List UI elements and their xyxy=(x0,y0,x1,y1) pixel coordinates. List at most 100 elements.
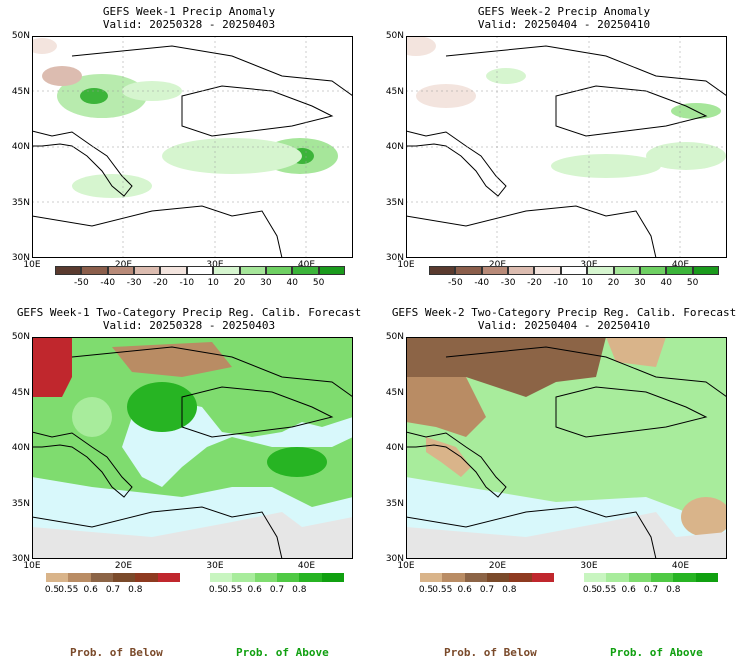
colorbar-swatch xyxy=(46,573,69,582)
colorbar-swatch xyxy=(210,573,233,582)
colorbar-swatch xyxy=(160,266,187,275)
colorbar-label: 0.8 xyxy=(128,585,143,595)
lat-label: 40N xyxy=(385,142,404,152)
lat-label: 50N xyxy=(385,31,404,41)
colorbar-label: 50 xyxy=(312,278,325,288)
panel1-valid: Valid: 20250328 - 20250403 xyxy=(102,18,276,31)
colorbar-label: -50 xyxy=(448,278,463,288)
above-colorbar-week1: 0.5 0.55 0.6 0.7 0.8 xyxy=(209,573,344,597)
map-week1-probability xyxy=(32,337,353,559)
colorbar-label: 0.55 xyxy=(432,585,453,595)
colorbar-label: 0.5 xyxy=(418,585,434,595)
colorbar-label: 0.7 xyxy=(479,585,495,595)
colorbar-swatch xyxy=(420,573,443,582)
colorbar-swatch xyxy=(213,266,240,275)
lat-label: 30N xyxy=(385,253,404,263)
lat-label: 50N xyxy=(11,332,30,342)
map-week2-anomaly xyxy=(406,36,727,258)
colorbar-label: 0.7 xyxy=(269,585,285,595)
panel2-title: GEFS Week-2 Precip Anomaly xyxy=(477,5,651,18)
map-week2-probability-svg xyxy=(406,337,727,559)
colorbar-swatch xyxy=(606,573,629,582)
colorbar-label: -30 xyxy=(126,278,142,288)
colorbar-swatch xyxy=(464,573,487,582)
footer-above-label-week2: Prob. of Above xyxy=(610,646,703,659)
colorbar-label: 0.7 xyxy=(105,585,121,595)
lon-label: 40E xyxy=(297,260,316,270)
colorbar-swatch xyxy=(481,266,509,275)
colorbar-swatch xyxy=(239,266,266,275)
colorbar-label: 0.6 xyxy=(83,585,98,595)
lat-label: 35N xyxy=(385,498,404,509)
colorbar-label: 40 xyxy=(660,278,672,288)
lon-label: 40E xyxy=(671,561,690,571)
lon-label: 40E xyxy=(671,260,690,270)
colorbar-swatch xyxy=(508,266,535,275)
colorbar-label: 0.5 xyxy=(582,585,598,595)
panel4-valid: Valid: 20250404 - 20250410 xyxy=(477,319,651,332)
colorbar-label: 10 xyxy=(581,278,593,288)
colorbar-label: 0.55 xyxy=(222,585,243,595)
colorbar-label: 0.6 xyxy=(247,585,262,595)
lon-label: 10E xyxy=(23,561,41,571)
lon-label: 20E xyxy=(488,260,507,270)
colorbar-swatch xyxy=(628,573,651,582)
colorbar-swatch xyxy=(135,573,158,582)
colorbar-label: 0.55 xyxy=(596,585,617,595)
colorbar-swatch xyxy=(68,573,91,582)
colorbar-label: -40 xyxy=(100,278,116,288)
map-week2-probability xyxy=(406,337,727,559)
colorbar-swatch xyxy=(509,573,532,582)
panel1-title: GEFS Week-1 Precip Anomaly xyxy=(102,5,276,18)
anomaly-colorbar-week2: -50 -40 -30 -20 -10 10 20 30 40 50 xyxy=(429,266,719,290)
colorbar-label: 0.6 xyxy=(621,585,636,595)
colorbar-label: 0.6 xyxy=(457,585,472,595)
colorbar-label: 0.8 xyxy=(502,585,517,595)
colorbar-swatch xyxy=(560,266,588,275)
colorbar-swatch xyxy=(487,573,510,582)
lat-label: 35N xyxy=(11,498,30,509)
lon-label: 10E xyxy=(397,561,415,571)
colorbar-swatch xyxy=(107,266,135,275)
anomaly-colorbar-week1: -50 -40 -30 -20 -10 10 20 30 40 50 xyxy=(55,266,345,290)
lat-label: 30N xyxy=(11,253,30,263)
colorbar-label: 10 xyxy=(207,278,219,288)
colorbar-label: 50 xyxy=(686,278,699,288)
footer-above-label-week1: Prob. of Above xyxy=(236,646,329,659)
colorbar-label: -20 xyxy=(527,278,542,288)
footer-below-label-week2: Prob. of Below xyxy=(444,646,537,659)
colorbar-label: -40 xyxy=(474,278,490,288)
colorbar-label: 0.8 xyxy=(292,585,307,595)
lon-label: 20E xyxy=(114,260,133,270)
colorbar-swatch xyxy=(232,573,255,582)
colorbar-label: -50 xyxy=(74,278,89,288)
lat-label: 35N xyxy=(385,197,404,208)
above-colorbar-week2: 0.5 0.55 0.6 0.7 0.8 xyxy=(583,573,718,597)
colorbar-swatch xyxy=(113,573,136,582)
colorbar-label: 0.5 xyxy=(44,585,60,595)
colorbar-label: 20 xyxy=(233,278,246,288)
colorbar-swatch xyxy=(321,573,344,582)
colorbar-label: 0.7 xyxy=(643,585,659,595)
colorbar-swatch xyxy=(639,266,667,275)
colorbar-swatch xyxy=(695,573,718,582)
colorbar-swatch xyxy=(157,573,180,582)
lon-label: 20E xyxy=(488,561,507,571)
lon-label: 30E xyxy=(580,260,598,270)
colorbar-swatch xyxy=(186,266,214,275)
colorbar-label: 0.5 xyxy=(208,585,224,595)
lat-label: 40N xyxy=(11,142,30,152)
colorbar-label: 30 xyxy=(634,278,646,288)
colorbar-swatch xyxy=(666,266,693,275)
colorbar-swatch xyxy=(134,266,161,275)
colorbar-swatch xyxy=(277,573,300,582)
colorbar-swatch xyxy=(651,573,674,582)
colorbar-swatch xyxy=(265,266,293,275)
colorbar-swatch xyxy=(673,573,696,582)
below-colorbar-week1: 0.5 0.55 0.6 0.7 0.8 xyxy=(45,573,180,597)
below-colorbar-week2: 0.5 0.55 0.6 0.7 0.8 xyxy=(419,573,554,597)
lat-label: 40N xyxy=(385,443,404,453)
lat-label: 50N xyxy=(11,31,30,41)
colorbar-label: -30 xyxy=(500,278,516,288)
colorbar-swatch xyxy=(587,266,614,275)
